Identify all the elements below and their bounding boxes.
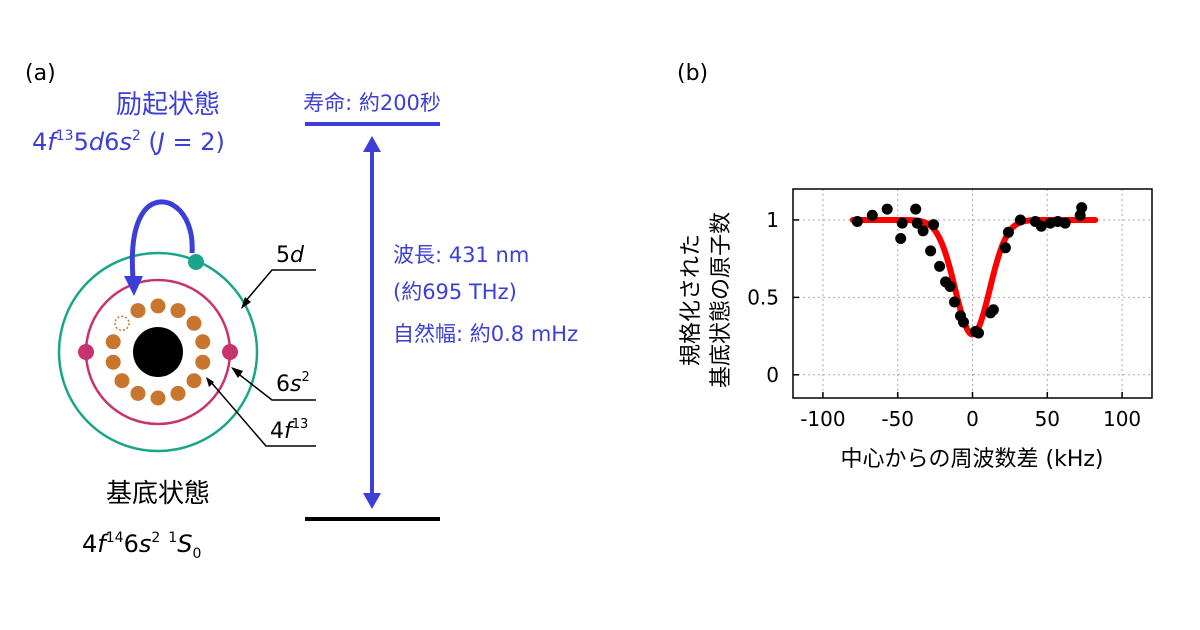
linewidth-label: 自然幅: 約0.8 mHz	[393, 322, 578, 346]
data-point	[895, 233, 907, 244]
electron-6s-left	[78, 344, 94, 360]
f-electron	[150, 298, 166, 314]
data-point	[1076, 202, 1088, 214]
f-electron	[130, 303, 146, 319]
data-point	[999, 242, 1011, 254]
panel-b-label: (b)	[677, 61, 708, 86]
f-electron	[105, 354, 121, 370]
excitation-arrow-head	[124, 276, 143, 296]
data-point	[925, 245, 937, 257]
f-electron	[170, 385, 186, 401]
f-electron	[195, 354, 211, 370]
label-6s2-leader	[235, 371, 316, 401]
data-point	[987, 304, 999, 316]
panel-a: (a) 励起状態 4f135d6s2 (J = 2) 寿命: 約200秒 波長:…	[25, 61, 578, 562]
y-axis-label-line1: 規格化された	[679, 234, 704, 366]
data-point	[910, 203, 922, 215]
data-points	[851, 202, 1088, 339]
atom-diagram	[57, 199, 259, 453]
y-axis-label-line2: 基底状態の原子数	[709, 212, 734, 388]
x-tick-label: 0	[966, 407, 979, 431]
transition-arrow-head-up	[363, 136, 381, 152]
lifetime-label: 寿命: 約200秒	[303, 91, 441, 115]
data-point	[881, 203, 893, 215]
label-4f13: 4f13	[270, 417, 308, 444]
label-5d: 5d	[276, 243, 305, 268]
electron-6s-right	[222, 344, 238, 360]
y-tick-label: 1	[766, 208, 779, 232]
nucleus	[133, 327, 183, 377]
f-vacancy	[114, 315, 130, 332]
x-axis-label: 中心からの周波数差 (kHz)	[841, 447, 1104, 472]
y-tick-label: 0.5	[747, 285, 779, 309]
x-axis-ticks: -100 -50 0 50 100	[800, 392, 1141, 431]
data-point	[917, 225, 929, 237]
excited-state-config: 4f135d6s2 (J = 2)	[32, 128, 225, 156]
data-point	[911, 217, 923, 229]
f-electron	[150, 390, 166, 406]
plot-frame	[792, 188, 1153, 399]
outer-orbit-5d	[57, 251, 259, 453]
f-electron-ring	[105, 298, 211, 406]
panel-b: (b) 規格化された 基底状態の原子数 00.51 -100 -50 0 50 100 …	[677, 61, 1153, 472]
data-point	[973, 327, 984, 339]
f-electron	[195, 334, 211, 350]
label-6s2: 6s2	[276, 370, 310, 397]
data-point	[1059, 217, 1071, 229]
label-5d-leader	[243, 269, 316, 304]
transition-arrow-head-down	[363, 493, 381, 509]
electron-5d	[188, 254, 204, 270]
data-point	[1035, 220, 1047, 232]
label-4f13-leader	[209, 380, 316, 447]
fit-curve	[849, 217, 1099, 338]
data-point	[944, 281, 956, 292]
f-electron	[186, 315, 202, 331]
x-tick-label: 100	[1103, 407, 1141, 431]
x-tick-label: -100	[800, 407, 845, 431]
data-point	[949, 296, 960, 308]
excitation-arrow	[129, 199, 195, 280]
data-point	[928, 219, 940, 231]
data-point	[958, 316, 969, 328]
x-tick-label: 50	[1035, 407, 1060, 431]
y-axis-ticks: 00.51	[747, 208, 799, 387]
ground-state-config: 4f146s2 1S0	[82, 530, 201, 562]
ground-state-title: 基底状態	[106, 479, 210, 509]
panel-a-label: (a)	[25, 61, 56, 86]
f-electron	[186, 373, 202, 389]
frequency-label: (約695 THz)	[393, 280, 517, 304]
data-point	[1014, 214, 1026, 226]
data-point	[1002, 226, 1014, 238]
f-electron	[114, 373, 130, 389]
f-electron	[130, 385, 146, 401]
x-tick-label: -50	[881, 407, 914, 431]
excited-state-title: 励起状態	[116, 90, 220, 120]
data-point	[896, 217, 908, 229]
f-electron	[170, 303, 186, 319]
data-point	[866, 209, 878, 221]
data-point	[934, 260, 946, 272]
data-point	[851, 216, 863, 227]
wavelength-label: 波長: 431 nm	[393, 243, 529, 267]
f-electron	[105, 334, 121, 350]
y-tick-label: 0	[766, 363, 779, 387]
